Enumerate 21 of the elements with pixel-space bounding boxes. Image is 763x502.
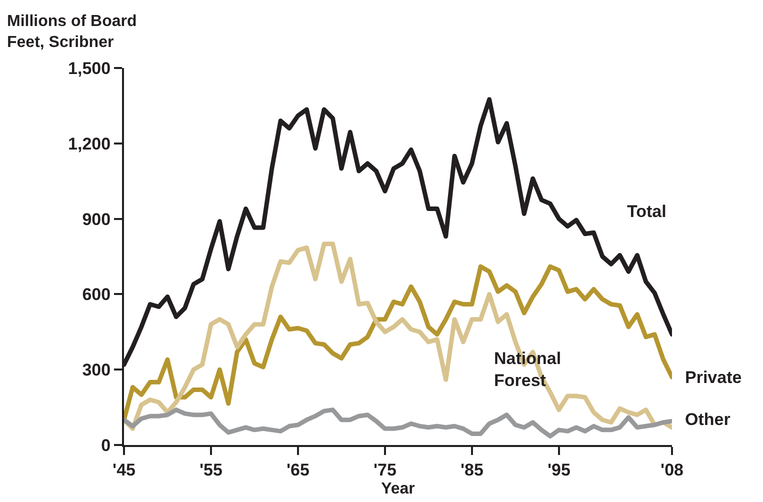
text: Total	[627, 202, 666, 221]
x-tick-label: '65	[286, 460, 310, 480]
y-axis-title: Millions of Board Feet, Scribner	[7, 13, 137, 51]
y-tick-label: 0	[101, 436, 111, 455]
x-tick-label: '95	[547, 460, 570, 480]
y-tick-label: 300	[82, 360, 111, 380]
series-label: Private	[685, 368, 742, 387]
series-label: Other	[685, 410, 731, 429]
x-tick-label: '45	[112, 460, 136, 480]
y-tick-label: 1,200	[68, 134, 111, 154]
x-tick-label: '08	[660, 460, 684, 480]
x-axis-title: Year	[381, 480, 415, 498]
y-tick-label: 900	[82, 210, 111, 229]
x-tick-label: '75	[373, 460, 396, 480]
series-label: National Forest	[494, 349, 562, 390]
y-tick-label: 600	[82, 285, 111, 304]
line-series	[124, 242, 672, 431]
x-tick-label: '85	[460, 460, 484, 480]
line-series	[124, 408, 672, 438]
y-tick-label: 1,500	[68, 58, 111, 78]
x-tick-label: '55	[200, 460, 222, 480]
